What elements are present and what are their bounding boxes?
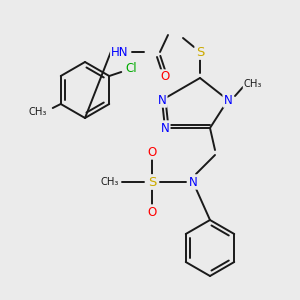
Text: CH₃: CH₃	[28, 107, 47, 117]
Text: N: N	[189, 176, 197, 188]
Text: HN: HN	[111, 46, 129, 59]
Text: Cl: Cl	[125, 61, 137, 74]
Text: S: S	[148, 176, 156, 188]
Text: CH₃: CH₃	[101, 177, 119, 187]
Text: O: O	[147, 146, 157, 158]
Text: N: N	[158, 94, 166, 106]
Text: O: O	[160, 70, 169, 83]
Text: CH₃: CH₃	[244, 79, 262, 89]
Text: N: N	[160, 122, 169, 134]
Text: S: S	[196, 46, 204, 59]
Text: O: O	[147, 206, 157, 218]
Text: N: N	[224, 94, 232, 106]
